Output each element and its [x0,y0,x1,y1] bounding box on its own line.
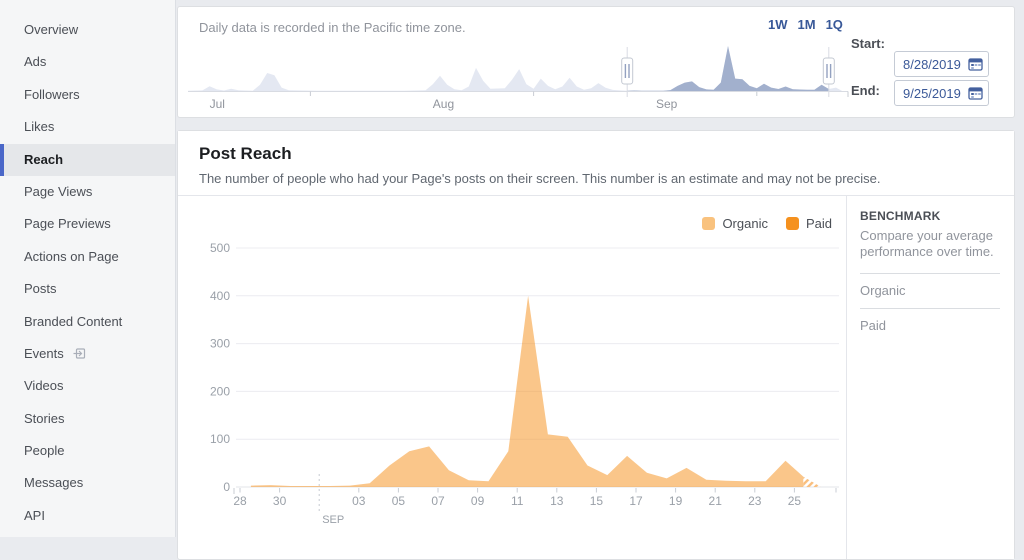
post-reach-panel: Post Reach The number of people who had … [177,130,1015,560]
timeline-area-unselected [188,46,842,91]
date-range-panel: Jul Aug Sep Daily data is recorded in the … [177,6,1015,118]
sidebar-item-label: Posts [24,281,57,297]
sidebar-item-label: Branded Content [24,313,123,329]
x-axis-tick-label: 30 [273,494,287,508]
sidebar-menu: Overview Ads Followers Likes Reach Page Views… [0,0,175,532]
x-axis-tick-label: 21 [709,494,723,508]
benchmark-title: BENCHMARK [860,209,941,223]
insights-sidebar: Overview Ads Followers Likes Reach Page Views… [0,0,176,537]
legend-label: Organic [722,216,768,231]
x-axis-tick-label: 15 [590,494,604,508]
sidebar-item-actions-on-page[interactable]: Actions on Page [0,241,175,273]
sidebar-item-likes[interactable]: Likes [0,111,175,143]
benchmark-description: Compare your average performance over ti… [860,228,994,260]
sidebar-item-messages[interactable]: Messages [0,467,175,499]
sidebar-item-followers[interactable]: Followers [0,79,175,111]
timeline-month-label: Sep [656,97,678,111]
x-axis-tick-label: 19 [669,494,683,508]
timeline-handle-right[interactable] [822,47,835,97]
calendar-icon[interactable] [968,86,984,101]
month-marker-label: SEP [322,514,344,526]
sidebar-item-label: API [24,507,45,523]
post-reach-header: Post Reach The number of people who had … [178,131,1014,196]
post-reach-organic-area [250,295,804,487]
sidebar-item-branded-content[interactable]: Branded Content [0,306,175,338]
post-reach-chart: 0 100 200 300 400 500 28 30 03 05 07 09 11 13 15 17 19 21… [210,241,839,526]
y-axis-tick-label: 400 [210,289,230,303]
y-axis-tick-label: 500 [210,241,230,255]
start-date-label: Start: [851,36,885,51]
x-axis-tick-label: 11 [511,494,524,508]
page-description: The number of people who had your Page's… [199,171,881,186]
legend-swatch [702,217,716,230]
external-link-icon [73,348,85,359]
benchmark-rows: Organic Paid [860,272,1000,343]
timeline-month-label: Jul [210,97,225,111]
sidebar-item-stories[interactable]: Stories [0,403,175,435]
legend-item-paid[interactable]: Paid [785,216,832,231]
sidebar-item-label: Page Views [24,183,93,199]
sidebar-item-label: Stories [24,410,65,426]
sidebar-item-people[interactable]: People [0,435,175,467]
sidebar-item-label: Likes [24,119,55,135]
x-axis-tick-label: 09 [471,494,485,508]
end-date-input[interactable] [894,80,989,106]
x-axis-tick-label: 23 [748,494,762,508]
sidebar-item-videos[interactable]: Videos [0,370,175,402]
sidebar-item-reach[interactable]: Reach [0,143,175,176]
sidebar-item-page-views[interactable]: Page Views [0,176,175,208]
range-shortcut-1m[interactable]: 1M [797,17,816,32]
benchmark-row-paid[interactable]: Paid [860,307,1000,343]
sidebar-item-label: Events [24,345,64,361]
x-axis-tick-label: 25 [788,494,802,508]
sidebar-item-label: Page Previews [24,216,111,232]
post-reach-partial-hatch [803,476,822,487]
timeline-handle-left[interactable] [621,47,634,97]
calendar-icon[interactable] [968,57,984,72]
sidebar-item-label: Ads [24,54,47,70]
sidebar-item-posts[interactable]: Posts [0,273,175,305]
timeline-month-label: Aug [433,97,454,111]
benchmark-row-organic[interactable]: Organic [860,272,1000,308]
timeline-area-selected[interactable] [188,46,842,91]
x-axis-tick-label: 28 [233,494,247,508]
legend-swatch [785,217,799,230]
x-axis-tick-label: 13 [550,494,564,508]
benchmark-panel: BENCHMARK Compare your average performan… [846,196,1014,559]
sidebar-item-events[interactable]: Events [0,338,175,370]
sidebar-item-label: Reach [24,151,64,167]
sidebar-item-label: Videos [24,378,64,394]
sidebar-item-label: People [24,443,65,459]
y-axis-tick-label: 300 [210,337,230,351]
sidebar-item-label: Actions on Page [24,248,119,264]
sidebar-item-api[interactable]: API [0,500,175,532]
x-axis-tick-label: 17 [629,494,643,508]
timeline-overview-chart: Jul Aug Sep [188,46,849,111]
y-axis-tick-label: 100 [210,432,230,446]
page-title: Post Reach [199,144,292,163]
range-shortcut-1w[interactable]: 1W [768,17,788,32]
legend-label: Paid [805,216,832,231]
chart-legend: Organic Paid [702,216,832,231]
sidebar-item-ads[interactable]: Ads [0,46,175,78]
x-axis-tick-label: 07 [431,494,445,508]
legend-item-organic[interactable]: Organic [702,216,768,231]
range-shortcut-1q[interactable]: 1Q [825,17,843,32]
x-axis-tick-label: 03 [352,494,366,508]
sidebar-item-overview[interactable]: Overview [0,14,175,46]
sidebar-item-label: Messages [24,475,84,491]
range-shortcuts: 1W 1M 1Q [768,17,843,32]
end-date-label: End: [851,83,880,98]
sidebar-item-label: Followers [24,86,80,102]
x-axis-tick-label: 05 [392,494,406,508]
y-axis-tick-label: 0 [223,480,230,494]
timezone-note: Daily data is recorded in the Pacific ti… [199,20,466,35]
active-indicator-bar [0,143,4,176]
sidebar-item-page-previews[interactable]: Page Previews [0,208,175,240]
sidebar-item-label: Overview [24,22,79,37]
y-axis-tick-label: 200 [210,384,230,398]
